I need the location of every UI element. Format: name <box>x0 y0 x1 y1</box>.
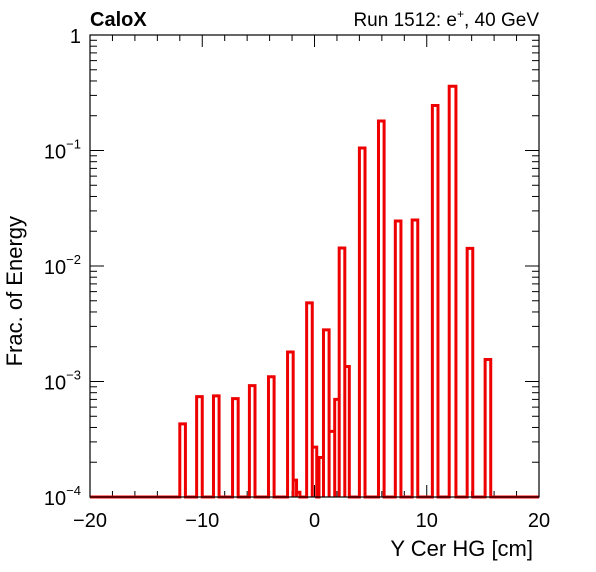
y-tick-label: 10−4 <box>44 483 81 510</box>
x-tick-label: −20 <box>73 510 107 532</box>
y-axis-label: Frac. of Energy <box>2 216 27 366</box>
histogram-outline <box>90 84 539 499</box>
x-tick-label: 0 <box>309 510 320 532</box>
histogram-series <box>90 84 539 499</box>
y-tick-label: 1 <box>70 26 81 48</box>
y-tick-label: 10−1 <box>44 137 81 164</box>
y-tick-label: 10−2 <box>44 252 81 279</box>
x-tick-label: 10 <box>416 510 438 532</box>
experiment-label: CaloX <box>90 9 147 31</box>
x-tick-label: 20 <box>528 510 550 532</box>
run-label: Run 1512: e+, 40 GeV <box>353 7 539 31</box>
x-tick-labels: −20 −10 0 10 20 <box>73 510 550 532</box>
x-tick-label: −10 <box>185 510 219 532</box>
x-axis-label: Y Cer HG [cm] <box>390 536 533 561</box>
y-tick-labels: 10−4 10−3 10−2 10−1 1 <box>44 26 81 510</box>
y-tick-label: 10−3 <box>44 368 81 395</box>
plot-frame <box>89 34 540 498</box>
axis-ticks <box>89 34 540 498</box>
